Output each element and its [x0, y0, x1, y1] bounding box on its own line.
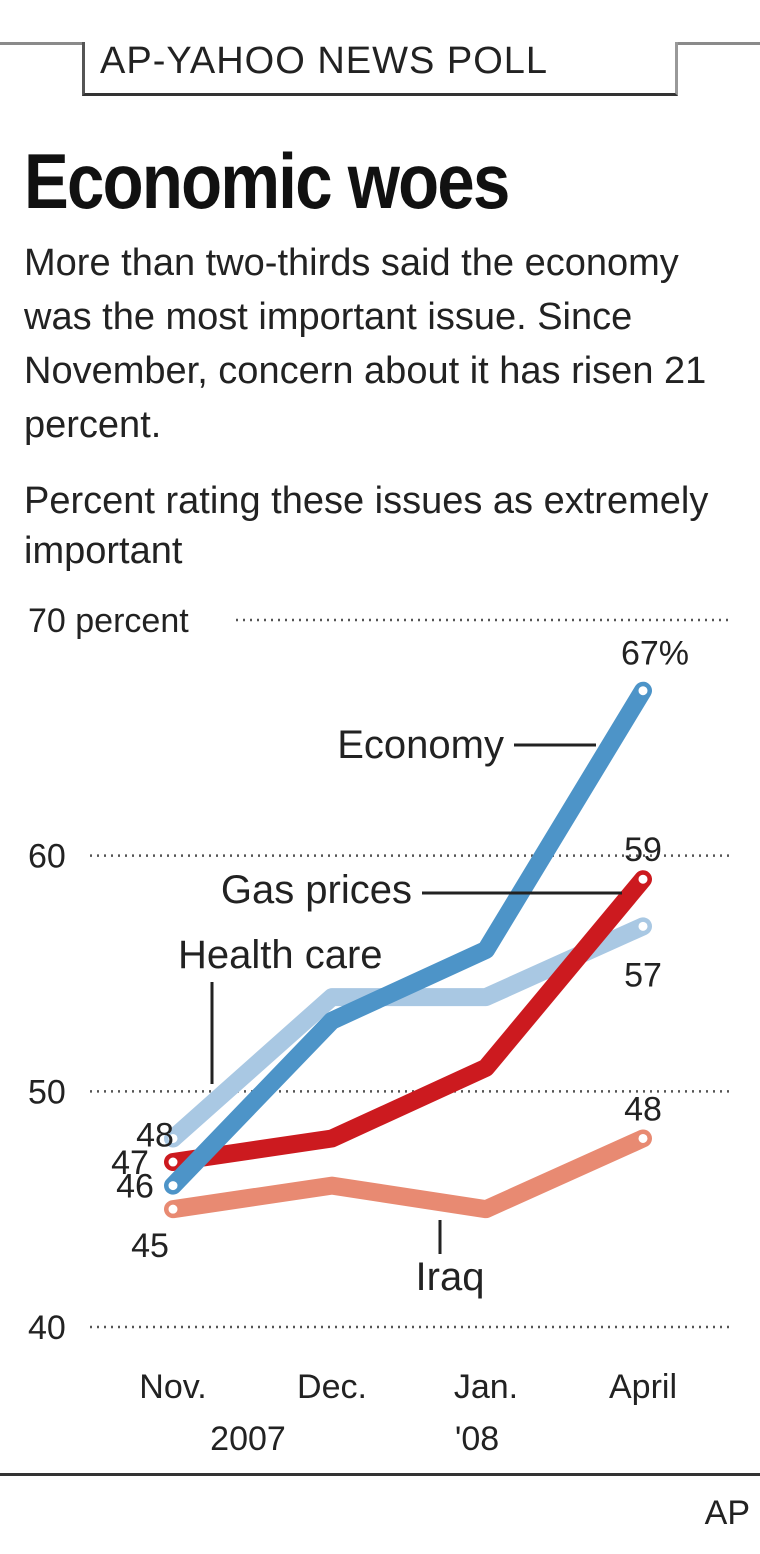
series-label-economy: Economy: [337, 723, 504, 767]
kicker: AP-YAHOO NEWS POLL: [100, 40, 549, 82]
series-line-economy: [164, 681, 652, 1195]
x-tick-label: Nov.: [139, 1368, 206, 1406]
y-tick-label: 60: [28, 838, 66, 876]
chart-title: Economic woes: [24, 137, 510, 225]
end-value-label: 59: [624, 831, 662, 869]
footer-rule: [0, 1473, 760, 1476]
x-tick-label: Dec.: [297, 1368, 367, 1406]
kicker-box: [82, 42, 678, 96]
data-point-marker: [635, 918, 651, 934]
gridlines: [90, 618, 730, 1329]
data-point-marker: [635, 871, 651, 887]
y-tick-label: 40: [28, 1309, 66, 1347]
data-point-marker: [165, 1154, 181, 1170]
chart-subtitle: More than two-thirds said the economy wa…: [24, 242, 707, 446]
start-value-label: 46: [116, 1168, 154, 1206]
data-point-marker: [165, 1178, 181, 1194]
end-value-label: 57: [624, 956, 662, 994]
x-tick-labels: Nov.2007 Dec. Jan. '08 April: [139, 1368, 677, 1458]
series-line-gas-prices: [164, 870, 652, 1172]
start-value-label: 47: [111, 1144, 149, 1182]
series-lines: [164, 681, 652, 1219]
data-point-marker: [165, 1130, 181, 1146]
series-label-gas-prices: Gas prices: [221, 868, 412, 912]
kicker-rule-right: [676, 42, 760, 45]
kicker-rule-left: [0, 42, 84, 45]
start-value-label: 48: [136, 1116, 174, 1154]
x-tick-sublabel: '08: [455, 1420, 499, 1458]
data-point-marker: [165, 1201, 181, 1217]
x-tick-label: April: [609, 1368, 677, 1406]
end-value-label: 48: [624, 1090, 662, 1128]
y-tick-labels: 40 50 60 70 percent: [28, 602, 189, 1347]
series-labels: 45 48 48 57 47 59 46 67% Economy Gas prices Health…: [111, 635, 689, 1299]
y-tick-label: 50: [28, 1073, 66, 1111]
series-line-iraq: [164, 1129, 652, 1219]
credit: AP: [704, 1494, 750, 1532]
start-value-label: 45: [131, 1227, 169, 1265]
units-label: Percent rating these issues as extremely…: [24, 480, 709, 572]
data-point-marker: [635, 1130, 651, 1146]
series-label-health-care: Health care: [178, 933, 383, 977]
x-tick-sublabel: 2007: [210, 1420, 286, 1458]
series-label-iraq: Iraq: [416, 1255, 485, 1299]
y-tick-label: 70 percent: [28, 602, 189, 640]
data-point-marker: [635, 683, 651, 699]
x-tick-label: Jan.: [454, 1368, 518, 1406]
end-value-label: 67%: [621, 635, 689, 673]
